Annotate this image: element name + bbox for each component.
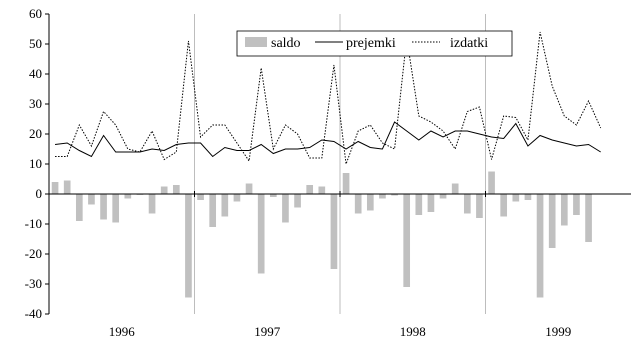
saldo-bar xyxy=(148,194,156,214)
prejemki-line xyxy=(54,121,601,158)
series-lines xyxy=(54,31,602,165)
saldo-bar xyxy=(476,194,483,218)
saldo-bars xyxy=(51,171,592,298)
saldo-bar xyxy=(124,194,132,199)
saldo-bar xyxy=(209,194,217,227)
saldo-bar xyxy=(197,194,204,200)
saldo-bar xyxy=(560,194,568,226)
saldo-bar xyxy=(282,194,289,223)
legend-label-saldo: saldo xyxy=(271,36,301,51)
y-tick-label: -10 xyxy=(25,216,42,231)
y-tick-label: 40 xyxy=(29,66,42,81)
saldo-bar xyxy=(294,194,301,208)
saldo-bar xyxy=(524,194,532,200)
saldo-bar xyxy=(257,194,265,274)
saldo-bar xyxy=(415,194,423,215)
saldo-bar xyxy=(330,194,338,269)
x-tick-label: 1999 xyxy=(545,324,571,339)
legend-swatch-saldo xyxy=(245,37,267,47)
saldo-bar xyxy=(512,194,520,202)
saldo-bar xyxy=(306,185,314,194)
x-tick-label: 1997 xyxy=(254,324,281,339)
saldo-bar xyxy=(585,194,592,242)
saldo-bar xyxy=(536,194,544,298)
y-tick-label: 20 xyxy=(29,126,42,141)
saldo-bar xyxy=(500,194,508,217)
izdatki-line xyxy=(55,31,602,165)
saldo-bar xyxy=(451,183,459,194)
saldo-bar xyxy=(245,183,253,194)
saldo-bar xyxy=(488,171,495,194)
y-tick-label: 30 xyxy=(29,96,42,111)
saldo-bar xyxy=(403,194,411,287)
saldo-bar xyxy=(269,194,277,197)
saldo-bar xyxy=(439,194,447,199)
y-tick-label: -20 xyxy=(25,246,42,261)
saldo-bar xyxy=(463,194,471,214)
year-separators xyxy=(194,14,486,314)
y-tick-label: 50 xyxy=(29,36,42,51)
saldo-bar xyxy=(160,186,168,194)
x-tick-label: 1998 xyxy=(400,324,426,339)
legend-box xyxy=(236,30,513,57)
saldo-bar xyxy=(318,186,326,194)
y-tick-label: 10 xyxy=(29,156,42,171)
saldo-bar xyxy=(354,194,362,214)
saldo-bar xyxy=(391,194,398,196)
saldo-bar xyxy=(63,180,71,194)
x-tick-label: 1996 xyxy=(109,324,136,339)
saldo-bar xyxy=(112,194,120,223)
saldo-bar xyxy=(100,194,107,220)
saldo-bar xyxy=(427,194,435,212)
saldo-bar xyxy=(221,194,229,217)
saldo-bar xyxy=(379,194,386,199)
y-tick-label: 60 xyxy=(29,6,42,21)
y-tick-label: -40 xyxy=(25,306,42,321)
saldo-bar xyxy=(51,182,59,194)
y-tick-label: 0 xyxy=(36,186,43,201)
legend: saldo prejemki izdatki xyxy=(236,30,513,57)
saldo-bar xyxy=(342,173,350,194)
saldo-bar xyxy=(233,194,241,202)
saldo-bar xyxy=(573,194,580,215)
legend-label-izdatki: izdatki xyxy=(450,36,488,51)
saldo-bar xyxy=(172,185,180,194)
saldo-bar xyxy=(75,194,83,221)
saldo-bar xyxy=(366,194,374,211)
saldo-bar xyxy=(185,194,192,298)
y-tick-label: -30 xyxy=(25,276,42,291)
legend-label-prejemki: prejemki xyxy=(346,36,396,51)
x-axis: 1996 1997 1998 1999 xyxy=(49,191,631,339)
saldo-bar xyxy=(88,194,95,205)
y-axis: -40 -30 -20 -10 0 10 20 30 40 50 60 xyxy=(25,6,50,321)
saldo-bar xyxy=(548,194,556,248)
